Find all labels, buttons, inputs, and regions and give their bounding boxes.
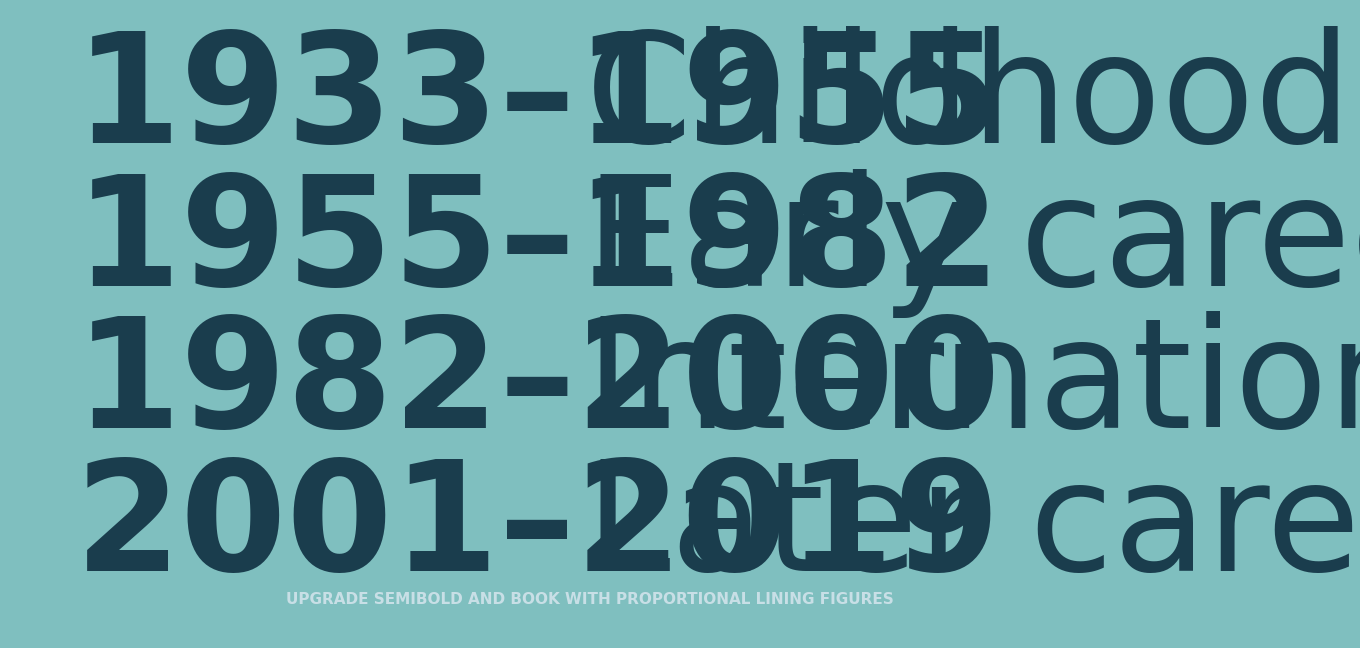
Text: 1982–2000: 1982–2000	[75, 311, 1001, 460]
Text: 1933–1955: 1933–1955	[75, 26, 1001, 175]
Text: 1955–1982: 1955–1982	[75, 168, 1001, 318]
Text: UPGRADE SEMIBOLD AND BOOK WITH PROPORTIONAL LINING FIGURES: UPGRADE SEMIBOLD AND BOOK WITH PROPORTIO…	[286, 592, 894, 607]
Text: International f: International f	[537, 311, 1360, 460]
Text: Early career an: Early career an	[537, 168, 1360, 318]
Text: Childhood and: Childhood and	[537, 26, 1360, 175]
Text: Later career: Later career	[537, 454, 1360, 603]
Text: 2001–2019: 2001–2019	[75, 454, 1001, 603]
